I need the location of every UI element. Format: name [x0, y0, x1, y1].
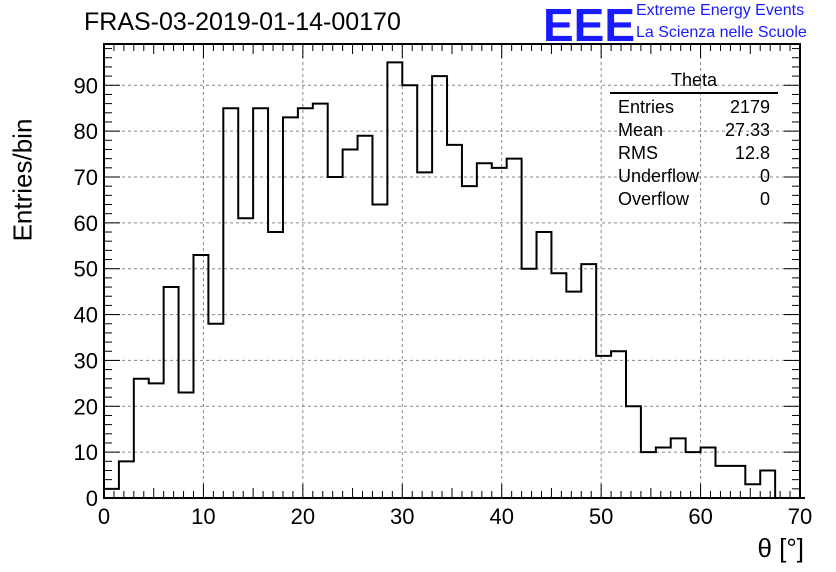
histogram-bin — [253, 108, 268, 498]
histogram-bin — [656, 448, 671, 498]
stats-label: Overflow — [618, 189, 690, 209]
histogram-bin — [671, 438, 686, 498]
x-tick-label: 70 — [788, 504, 812, 529]
chart-title: FRAS-03-2019-01-14-00170 — [84, 8, 401, 36]
histogram-bin — [492, 168, 507, 498]
y-tick-label: 20 — [74, 394, 98, 419]
histogram-bin — [477, 163, 492, 498]
stats-title: Theta — [610, 70, 778, 94]
histogram-bin — [686, 452, 701, 498]
stats-row: Mean 27.33 — [610, 119, 778, 142]
histogram-bin — [596, 356, 611, 498]
stats-value: 27.33 — [724, 120, 770, 140]
histogram-bin — [268, 232, 283, 498]
histogram-bin — [462, 186, 477, 498]
histogram-bin — [626, 406, 641, 498]
histogram-bin — [358, 136, 373, 498]
y-tick-label: 50 — [74, 257, 98, 282]
stats-box: Theta Entries 2179 Mean 27.33 RMS 12.8 Underfl… — [610, 70, 778, 211]
histogram-bin — [328, 177, 343, 498]
histogram-bin — [179, 393, 194, 498]
y-tick-label: 60 — [74, 211, 98, 236]
histogram-line — [103, 61, 805, 499]
stats-rows: Entries 2179 Mean 27.33 RMS 12.8 Underflow 0 Ove… — [610, 96, 778, 211]
stats-value: 0 — [759, 166, 770, 186]
histogram-bin — [149, 383, 164, 498]
histogram-bin — [432, 76, 447, 498]
histogram-bin — [566, 292, 581, 498]
y-tick-label: 80 — [74, 119, 98, 144]
stats-row: Entries 2179 — [610, 96, 778, 119]
eee-logo: EEE — [543, 0, 636, 51]
histogram-bin — [238, 218, 253, 498]
stats-label: Entries — [618, 97, 675, 117]
histogram-bin — [119, 461, 134, 498]
x-tick-label: 50 — [589, 504, 613, 529]
histogram-bin — [611, 351, 626, 498]
stats-label: Underflow — [618, 166, 700, 186]
y-tick-label: 0 — [86, 486, 98, 511]
histogram-bin — [730, 466, 745, 498]
histogram-bin — [447, 145, 462, 498]
histogram-bin — [551, 273, 566, 498]
histogram-bin — [522, 269, 537, 498]
y-tick-label: 40 — [74, 303, 98, 328]
histogram-bin — [537, 232, 552, 498]
histogram-bin — [387, 62, 402, 498]
x-tick-label: 40 — [489, 504, 513, 529]
y-tick-label: 30 — [74, 348, 98, 373]
logo-tagline-1: Extreme Energy Events — [636, 2, 805, 19]
histogram-bin — [402, 85, 417, 498]
y-tick-label: 10 — [74, 440, 98, 465]
histogram-bin — [223, 108, 238, 498]
x-tick-label: 10 — [191, 504, 215, 529]
histogram-bin — [507, 159, 522, 498]
histogram-bin — [715, 466, 730, 498]
stats-row: Overflow 0 — [610, 188, 778, 211]
stats-value: 2179 — [729, 97, 770, 117]
histogram-bin — [104, 489, 119, 498]
y-tick-label: 70 — [74, 165, 98, 190]
logo-tagline-2: La Scienza nelle Scuole — [636, 24, 807, 41]
stats-row: Underflow 0 — [610, 165, 778, 188]
stats-label: RMS — [618, 143, 658, 163]
histogram-bin — [641, 452, 656, 498]
x-tick-label: 30 — [390, 504, 414, 529]
x-tick-label: 20 — [291, 504, 315, 529]
histogram-bin — [298, 108, 313, 498]
histogram-bin — [134, 379, 149, 498]
stats-value: 0 — [759, 189, 770, 209]
stats-value: 12.8 — [734, 143, 770, 163]
histogram-bin — [417, 172, 432, 498]
histogram-bin — [581, 264, 596, 498]
histogram-bin — [208, 324, 223, 498]
stats-row: RMS 12.8 — [610, 142, 778, 165]
histogram-bin — [745, 484, 760, 498]
x-axis-label: θ [°] — [757, 533, 804, 563]
histogram-bin — [313, 104, 328, 498]
histogram-bin — [283, 117, 298, 498]
x-tick-label: 0 — [98, 504, 110, 529]
x-tick-label: 60 — [688, 504, 712, 529]
histogram-bin — [164, 287, 179, 498]
stats-label: Mean — [618, 120, 664, 140]
histogram-bin — [760, 470, 775, 498]
histogram-bin — [701, 448, 716, 498]
y-tick-label: 90 — [74, 73, 98, 98]
histogram-bin — [193, 255, 208, 498]
histogram-bin — [372, 205, 387, 498]
histogram-bin — [343, 149, 358, 498]
